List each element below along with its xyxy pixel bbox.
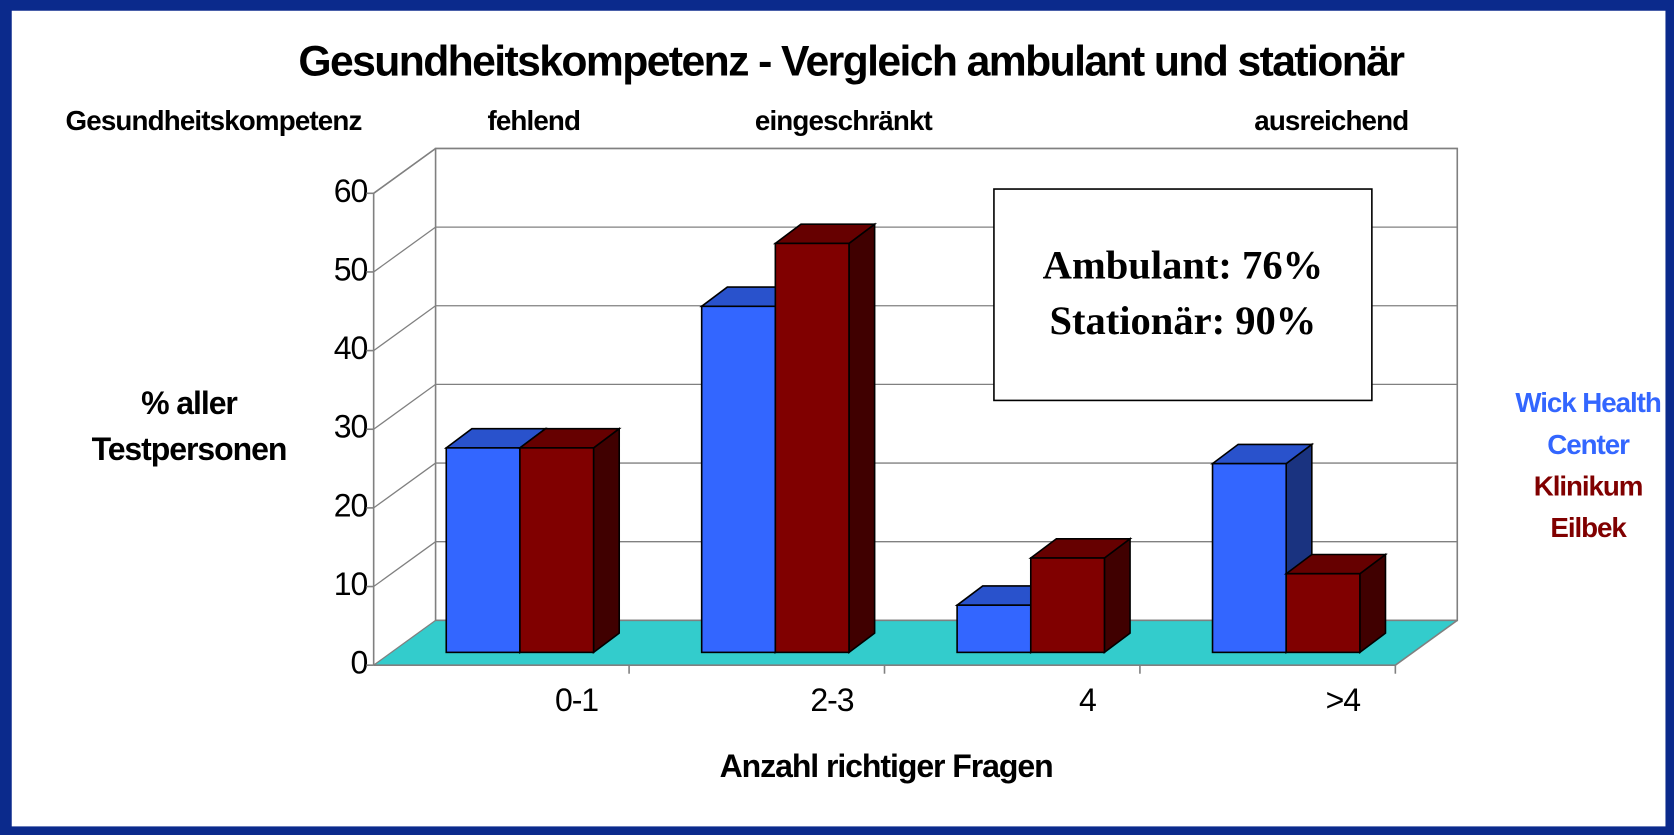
x-tick-label: >4 bbox=[1326, 682, 1361, 718]
legend-entry: Wick Health Center bbox=[1515, 386, 1661, 461]
bar-front bbox=[700, 305, 777, 654]
y-axis-label: Testpersonen bbox=[92, 431, 287, 467]
y-tick-label: 60 bbox=[334, 173, 368, 209]
bar bbox=[517, 427, 622, 654]
y-tick-label: 10 bbox=[334, 566, 368, 602]
grid-line bbox=[373, 462, 436, 509]
bar-side bbox=[848, 222, 876, 654]
bar-front bbox=[1285, 572, 1361, 654]
y-axis-label: % aller bbox=[141, 385, 237, 421]
annotation: Ambulant: 76% bbox=[1043, 242, 1323, 287]
bar bbox=[1283, 552, 1388, 654]
bar-front bbox=[1029, 557, 1106, 654]
grid-line bbox=[373, 541, 436, 588]
chart-title: Gesundheitskompetenz - Vergleich ambulan… bbox=[298, 37, 1404, 85]
y-tick-label: 50 bbox=[334, 251, 368, 287]
header-label: eingeschränkt bbox=[755, 105, 933, 136]
grid-line bbox=[373, 305, 436, 352]
x-axis-label: Anzahl richtiger Fragen bbox=[720, 748, 1053, 784]
header-label: fehlend bbox=[487, 105, 580, 136]
grid-line bbox=[373, 226, 436, 273]
bar bbox=[1028, 537, 1133, 654]
header-label: Gesundheitskompetenz bbox=[66, 105, 362, 136]
header-label: ausreichend bbox=[1254, 105, 1408, 136]
y-tick-label: 30 bbox=[334, 409, 368, 445]
bar bbox=[1210, 442, 1315, 654]
annotation: Stationär: 90% bbox=[1049, 298, 1316, 343]
y-tick-label: 0 bbox=[351, 645, 368, 681]
grid-line bbox=[373, 383, 436, 430]
plot-area: 0 10 20 30 40 50 60 0-1 2-3 4 >4 bbox=[334, 147, 1459, 718]
x-tick-label: 2-3 bbox=[810, 682, 853, 718]
x-tick-label: 4 bbox=[1079, 682, 1096, 718]
bar bbox=[772, 222, 878, 654]
y-tick-label: 40 bbox=[334, 330, 368, 366]
bar-front bbox=[445, 447, 521, 654]
bar-front bbox=[1211, 462, 1287, 654]
legend-entry: Klinikum Eilbek bbox=[1533, 469, 1644, 544]
bar-front bbox=[774, 242, 850, 654]
y-tick-label: 20 bbox=[334, 487, 368, 523]
legend-box: Wick Health Center Klinikum Eilbek bbox=[1495, 382, 1674, 549]
bar-front bbox=[519, 447, 595, 654]
bar-front bbox=[956, 604, 1032, 654]
x-tick-label: 0-1 bbox=[555, 682, 598, 718]
grid-line bbox=[373, 147, 436, 194]
legend: Wick Health Center Klinikum Eilbek bbox=[1495, 382, 1674, 549]
bar-side bbox=[592, 427, 621, 654]
floor bbox=[373, 620, 1458, 666]
floor-edge bbox=[1394, 619, 1458, 666]
grid-line bbox=[373, 619, 436, 666]
annotation-box bbox=[993, 188, 1373, 402]
